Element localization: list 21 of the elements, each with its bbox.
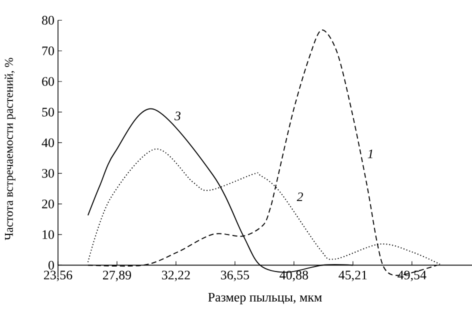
x-tick-label: 36,55 [221, 270, 250, 282]
y-tick-label: 60 [42, 77, 54, 86]
y-tick-label: 50 [42, 108, 54, 116]
y-tick-label: 0 [48, 260, 54, 270]
x-tick-label: 45,21 [338, 270, 367, 282]
x-axis-title: Размер пыльцы, мкм [208, 292, 322, 304]
y-tick-label: 40 [42, 138, 54, 148]
series-label: 2 [296, 192, 304, 202]
series-label: 3 [174, 112, 180, 120]
y-tick-label: 20 [42, 200, 54, 208]
x-tick-label: 40,88 [280, 270, 308, 282]
x-tick-label: 49,54 [398, 270, 426, 282]
series-label: 1 [368, 150, 372, 158]
x-tick-label: 27,89 [102, 270, 132, 282]
x-tick-label: 32,22 [162, 270, 190, 282]
y-tick-label: 80 [42, 16, 54, 25]
y-tick-label: 10 [42, 230, 54, 239]
y-tick-label: 70 [42, 46, 54, 56]
y-tick-label: 30 [42, 168, 54, 178]
x-tick-label: 23,56 [44, 270, 72, 282]
y-axis-title: Частота встречаемости растений, % [4, 58, 16, 240]
